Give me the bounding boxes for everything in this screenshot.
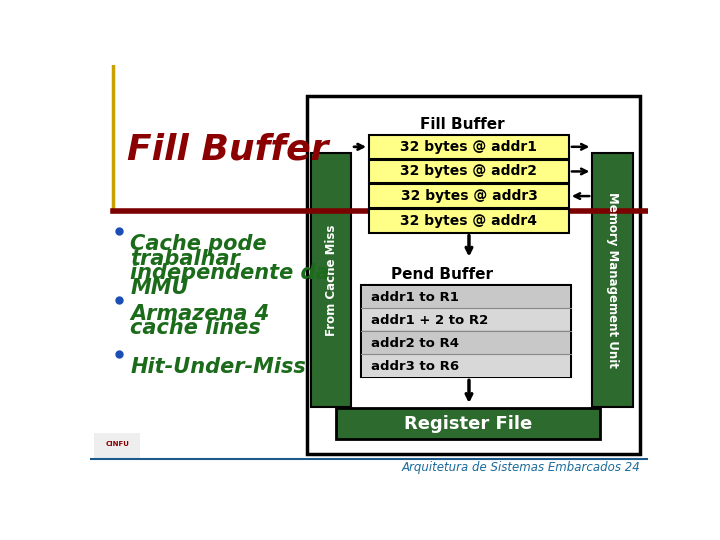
FancyBboxPatch shape (369, 184, 569, 208)
FancyBboxPatch shape (307, 96, 640, 454)
Text: 32 bytes @ addr1: 32 bytes @ addr1 (400, 140, 537, 154)
Text: Register File: Register File (404, 415, 532, 433)
FancyBboxPatch shape (369, 159, 569, 184)
FancyBboxPatch shape (311, 153, 351, 408)
Text: addr3 to R6: addr3 to R6 (371, 360, 459, 373)
Text: Pend Buffer: Pend Buffer (391, 267, 493, 282)
Text: Hit-Under-Miss: Hit-Under-Miss (130, 357, 306, 377)
FancyBboxPatch shape (94, 433, 140, 457)
FancyBboxPatch shape (369, 135, 569, 159)
FancyBboxPatch shape (361, 285, 570, 377)
Text: Fill Buffer: Fill Buffer (127, 132, 329, 166)
FancyBboxPatch shape (362, 355, 570, 377)
Text: CINFU: CINFU (105, 441, 129, 447)
FancyBboxPatch shape (362, 309, 570, 330)
Text: Armazena 4: Armazena 4 (130, 303, 269, 323)
FancyBboxPatch shape (336, 408, 600, 439)
Text: trabalhar: trabalhar (130, 249, 240, 269)
FancyBboxPatch shape (369, 209, 569, 233)
FancyBboxPatch shape (362, 332, 570, 354)
Text: MMU: MMU (130, 278, 189, 298)
FancyBboxPatch shape (362, 286, 570, 307)
Text: cache lines: cache lines (130, 318, 261, 338)
Text: Arquitetura de Sistemas Embarcados 24: Arquitetura de Sistemas Embarcados 24 (402, 462, 640, 475)
Text: addr2 to R4: addr2 to R4 (371, 337, 459, 350)
Text: addr1 + 2 to R2: addr1 + 2 to R2 (371, 314, 488, 327)
Text: addr1 to R1: addr1 to R1 (371, 291, 459, 304)
Text: Memory Management Unit: Memory Management Unit (606, 192, 619, 368)
Text: From Cache Miss: From Cache Miss (325, 225, 338, 336)
FancyBboxPatch shape (593, 153, 632, 408)
Text: 32 bytes @ addr3: 32 bytes @ addr3 (400, 189, 537, 203)
Text: 32 bytes @ addr2: 32 bytes @ addr2 (400, 165, 537, 178)
Text: 32 bytes @ addr4: 32 bytes @ addr4 (400, 214, 537, 228)
Text: independente da: independente da (130, 264, 330, 284)
Text: Cache pode: Cache pode (130, 234, 267, 254)
Text: Fill Buffer: Fill Buffer (420, 117, 504, 132)
